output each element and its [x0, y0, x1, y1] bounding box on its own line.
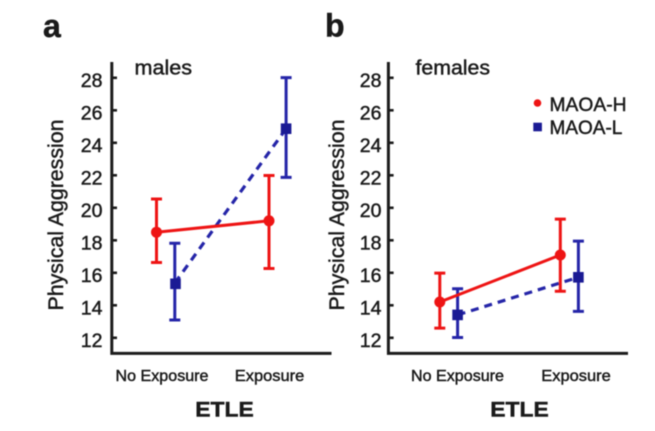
svg-text:Physical Aggression: Physical Aggression: [326, 120, 349, 311]
svg-text:MAOA-H: MAOA-H: [550, 95, 627, 116]
svg-text:a: a: [43, 8, 61, 44]
svg-text:b: b: [325, 8, 345, 44]
svg-text:22: 22: [360, 167, 382, 189]
svg-text:Exposure: Exposure: [235, 368, 305, 385]
svg-text:Exposure: Exposure: [541, 368, 611, 385]
svg-text:24: 24: [360, 135, 382, 157]
svg-text:Physical Aggression: Physical Aggression: [45, 120, 68, 311]
svg-text:18: 18: [81, 232, 103, 254]
svg-text:ETLE: ETLE: [490, 398, 549, 422]
svg-text:26: 26: [360, 102, 382, 124]
svg-text:No Exposure: No Exposure: [411, 368, 504, 385]
svg-text:22: 22: [81, 167, 103, 189]
svg-text:MAOA-L: MAOA-L: [550, 118, 623, 139]
svg-text:12: 12: [81, 330, 103, 352]
svg-text:24: 24: [81, 135, 103, 157]
svg-text:20: 20: [81, 200, 103, 222]
svg-text:12: 12: [360, 330, 382, 352]
svg-text:ETLE: ETLE: [195, 398, 254, 422]
svg-text:16: 16: [360, 265, 382, 287]
svg-text:18: 18: [360, 232, 382, 254]
svg-text:No Exposure: No Exposure: [116, 368, 209, 385]
svg-text:28: 28: [81, 70, 103, 92]
svg-text:males: males: [135, 58, 193, 80]
svg-text:14: 14: [81, 297, 103, 319]
svg-text:20: 20: [360, 200, 382, 222]
svg-text:14: 14: [360, 297, 382, 319]
svg-text:26: 26: [81, 102, 103, 124]
svg-text:females: females: [416, 58, 491, 80]
svg-text:16: 16: [81, 265, 103, 287]
svg-text:28: 28: [360, 70, 382, 92]
